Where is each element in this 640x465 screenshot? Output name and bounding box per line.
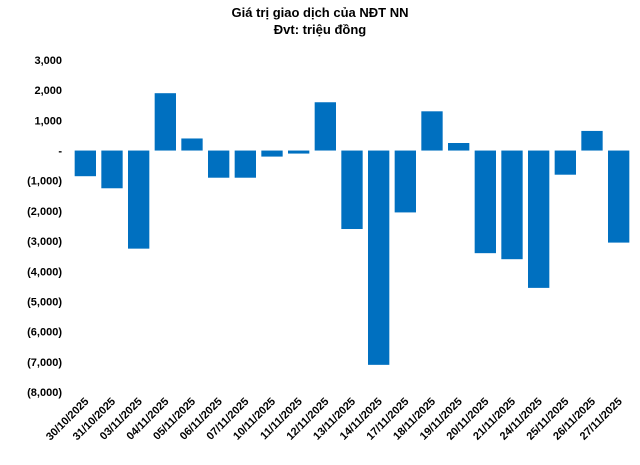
bar-20-11-2025 <box>474 150 496 254</box>
bar-12-11-2025 <box>314 102 336 151</box>
bar-30-10-2025 <box>74 150 96 177</box>
bar-27-11-2025 <box>608 150 630 243</box>
y-tick-label: - <box>58 146 62 158</box>
bar-17-11-2025 <box>394 150 416 213</box>
y-tick-label: (4,000) <box>27 266 62 278</box>
bar-13-11-2025 <box>341 150 363 230</box>
bar-24-11-2025 <box>528 150 550 288</box>
bar-11-11-2025 <box>288 150 310 154</box>
bar-07-11-2025 <box>234 150 256 178</box>
bar-18-11-2025 <box>421 111 443 151</box>
bar-31-10-2025 <box>101 150 123 189</box>
y-tick-label: (7,000) <box>27 357 62 369</box>
chart-title: Giá trị giao dịch của NĐT NN <box>231 5 409 20</box>
y-tick-label: 2,000 <box>34 85 62 97</box>
y-tick-label: (1,000) <box>27 176 62 188</box>
bar-21-11-2025 <box>501 150 523 260</box>
bars-group <box>74 93 630 365</box>
y-tick-label: 1,000 <box>34 115 62 127</box>
bar-03-11-2025 <box>128 150 150 249</box>
bar-05-11-2025 <box>181 138 203 151</box>
bar-25-11-2025 <box>554 150 576 175</box>
bar-14-11-2025 <box>368 150 390 365</box>
y-tick-label: (3,000) <box>27 236 62 248</box>
bar-26-11-2025 <box>581 130 603 151</box>
chart-subtitle: Đvt: triệu đồng <box>273 22 367 37</box>
bar-04-11-2025 <box>154 93 176 151</box>
bar-19-11-2025 <box>448 143 470 151</box>
y-tick-label: 3,000 <box>34 55 62 67</box>
y-tick-label: (6,000) <box>27 327 62 339</box>
bar-10-11-2025 <box>261 150 283 157</box>
y-tick-label: (5,000) <box>27 296 62 308</box>
y-tick-label: (8,000) <box>27 387 62 399</box>
bar-06-11-2025 <box>208 150 230 178</box>
x-axis: 30/10/202531/10/202503/11/202504/11/2025… <box>44 396 625 443</box>
y-axis: 3,000 2,000 1,000 - (1,000) (2,000) (3,000) (4,… <box>27 55 62 399</box>
y-tick-label: (2,000) <box>27 206 62 218</box>
